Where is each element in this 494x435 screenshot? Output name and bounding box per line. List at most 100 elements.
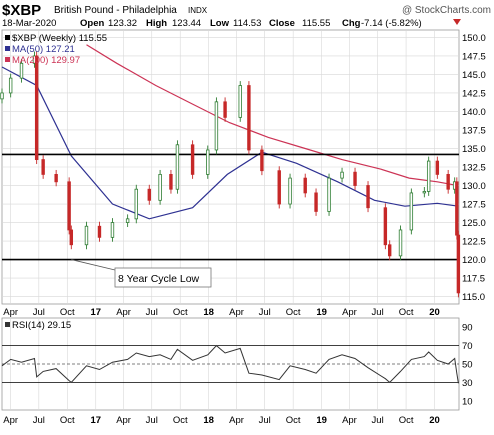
rsi-y-tick-label: 90 bbox=[462, 323, 473, 334]
rsi-x-tick-label: Jul bbox=[372, 415, 384, 426]
price-candle-body bbox=[288, 177, 292, 205]
symbol-title: $XBP bbox=[2, 2, 41, 19]
price-candle-body bbox=[409, 192, 414, 231]
price-x-tick-label: Jul bbox=[372, 307, 384, 318]
rsi-x-tick-label: 17 bbox=[90, 415, 101, 426]
price-candle-body bbox=[34, 55, 39, 160]
price-candle-body bbox=[41, 159, 45, 175]
price-y-tick-label: 130.0 bbox=[462, 181, 486, 192]
price-x-tick-label: Oct bbox=[60, 307, 75, 318]
price-candle-body bbox=[158, 174, 162, 201]
rsi-x-tick-label: Apr bbox=[116, 415, 131, 426]
ma200-line bbox=[86, 44, 459, 187]
down-arrow-icon bbox=[453, 19, 461, 25]
price-candle-body bbox=[134, 188, 138, 220]
legend-swatch bbox=[5, 35, 10, 40]
rsi-panel: 90 70 50 30 10 RSI(14) 29.15 Apr Jul Oct 17 Apr Jul… bbox=[1, 317, 473, 426]
rsi-x-tick-label: Apr bbox=[3, 415, 18, 426]
price-candle-body bbox=[366, 185, 370, 209]
price-y-tick-label: 127.5 bbox=[462, 200, 486, 211]
price-y-tick-label: 145.0 bbox=[462, 70, 486, 81]
rsi-x-tick-label: Jul bbox=[33, 415, 45, 426]
price-candle-body bbox=[327, 177, 331, 212]
price-y-tick-label: 115.0 bbox=[462, 292, 485, 303]
chg-value: -7.14 (-5.82%) bbox=[361, 18, 422, 29]
exchange-label: INDX bbox=[188, 6, 208, 15]
legend-label: MA(200) 129.97 bbox=[12, 55, 80, 66]
rsi-y-tick-label: 30 bbox=[462, 378, 473, 389]
quote-date: 18-Mar-2020 bbox=[2, 18, 56, 29]
legend-swatch bbox=[5, 46, 10, 51]
price-candle-body bbox=[223, 101, 227, 118]
price-candle-body bbox=[383, 207, 388, 246]
price-candle-body bbox=[206, 149, 210, 175]
price-candle-body bbox=[260, 149, 264, 172]
open-label: Open bbox=[80, 18, 104, 29]
price-x-tick-label: 18 bbox=[203, 307, 214, 318]
price-y-tick-label: 120.0 bbox=[462, 255, 486, 266]
watermark: @ StockCharts.com bbox=[402, 5, 491, 16]
price-candle-body bbox=[8, 77, 13, 94]
price-candle-body bbox=[446, 174, 450, 190]
price-x-tick-label: Jul bbox=[146, 307, 158, 318]
price-candle-body bbox=[147, 188, 151, 201]
rsi-x-tick-label: 18 bbox=[203, 415, 214, 426]
close-label: Close bbox=[269, 18, 295, 29]
price-candle-body bbox=[125, 218, 130, 223]
price-candle-body bbox=[247, 85, 251, 151]
ma50-line bbox=[1, 66, 459, 220]
price-y-tick-label: 135.0 bbox=[462, 144, 486, 155]
price-x-tick-label: Jul bbox=[259, 307, 271, 318]
annotation-pointer bbox=[71, 259, 116, 271]
price-y-tick-label: 140.0 bbox=[462, 107, 486, 118]
price-candle-body bbox=[398, 229, 403, 257]
price-candle-body bbox=[214, 101, 219, 151]
price-candle-body bbox=[190, 144, 195, 175]
price-y-tick-label: 142.5 bbox=[462, 88, 486, 99]
price-x-tick-label: Oct bbox=[399, 307, 414, 318]
price-candle-body bbox=[67, 181, 71, 231]
price-x-tick-label: Apr bbox=[229, 307, 244, 318]
price-candle-body bbox=[175, 144, 180, 190]
price-x-tick-label: Apr bbox=[342, 307, 357, 318]
legend-label: $XBP (Weekly) 115.55 bbox=[12, 33, 107, 44]
price-x-tick-label: Apr bbox=[3, 307, 18, 318]
rsi-legend-swatch bbox=[5, 322, 10, 327]
rsi-x-tick-label: Oct bbox=[399, 415, 414, 426]
rsi-y-tick-label: 10 bbox=[462, 396, 473, 407]
price-y-tick-label: 137.5 bbox=[462, 125, 486, 136]
rsi-x-tick-label: Apr bbox=[342, 415, 357, 426]
price-y-tick-label: 147.5 bbox=[462, 51, 486, 62]
rsi-y-tick-label: 70 bbox=[462, 341, 473, 352]
annotation-box bbox=[114, 267, 212, 288]
low-value: 114.53 bbox=[233, 18, 261, 29]
rsi-y-tick-label: 50 bbox=[462, 360, 473, 371]
price-candle-body bbox=[54, 174, 58, 183]
annotation-label: 8 Year Cycle Low bbox=[118, 273, 200, 285]
close-value: 115.55 bbox=[302, 18, 330, 29]
rsi-x-tick-label: 20 bbox=[429, 415, 440, 426]
price-y-tick-label: 150.0 bbox=[462, 33, 486, 44]
price-x-tick-label: Oct bbox=[286, 307, 301, 318]
price-y-tick-label: 132.5 bbox=[462, 163, 486, 174]
price-x-tick-label: 19 bbox=[316, 307, 327, 318]
price-candle-body bbox=[169, 174, 173, 190]
price-candle-body bbox=[97, 225, 102, 238]
rsi-line bbox=[1, 344, 459, 384]
price-candle-body bbox=[435, 160, 440, 175]
rsi-x-tick-label: 19 bbox=[316, 415, 327, 426]
rsi-x-tick-label: Oct bbox=[286, 415, 301, 426]
open-value: 123.32 bbox=[108, 18, 137, 29]
price-candle-body bbox=[110, 222, 115, 238]
price-y-tick-label: 125.0 bbox=[462, 218, 486, 229]
price-x-tick-label: Jul bbox=[33, 307, 45, 318]
rsi-x-tick-label: Oct bbox=[60, 415, 75, 426]
price-x-tick-label: 20 bbox=[429, 307, 440, 318]
price-candle-body bbox=[455, 181, 459, 236]
chg-label: Chg bbox=[342, 18, 361, 29]
legend-label: MA(50) 127.21 bbox=[12, 44, 75, 55]
price-candle-body bbox=[353, 171, 357, 186]
price-y-tick-label: 117.5 bbox=[462, 274, 485, 285]
